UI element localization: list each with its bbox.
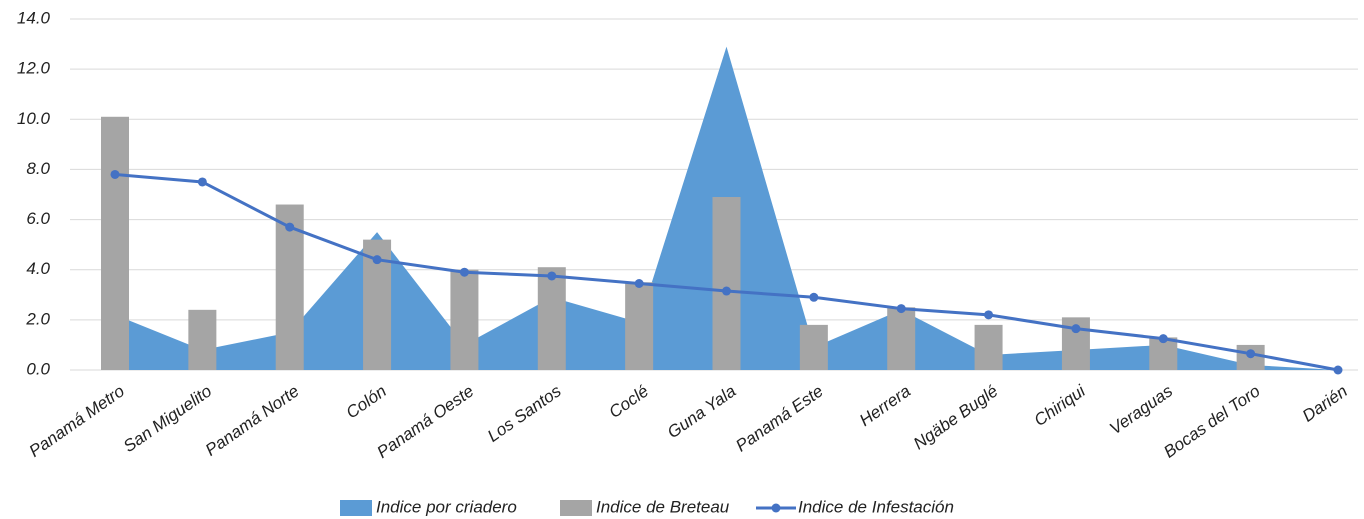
line-point — [1158, 334, 1168, 344]
y-tick-label: 0.0 — [26, 359, 50, 378]
x-tick-label: Ngäbe Buglé — [910, 381, 1001, 453]
bar — [101, 116, 129, 371]
bar — [974, 324, 1003, 370]
line-point — [634, 279, 644, 289]
line-point — [809, 292, 819, 302]
bar — [188, 309, 217, 370]
y-tick-label: 14.0 — [17, 8, 51, 27]
line-point — [285, 222, 295, 232]
x-tick-label: Chiriqui — [1031, 381, 1090, 430]
x-tick-label: Bocas del Toro — [1160, 381, 1263, 461]
legend-swatch — [560, 500, 592, 516]
y-tick-label: 6.0 — [26, 209, 50, 228]
line-point — [1333, 365, 1343, 375]
bar — [799, 324, 828, 370]
line-point — [984, 310, 994, 320]
line-point — [459, 267, 469, 277]
line-point — [1071, 324, 1081, 334]
legend-label: Indice de Infestación — [798, 497, 954, 516]
x-tick-label: Los Santos — [484, 381, 565, 446]
legend-label: Indice por criadero — [376, 497, 517, 516]
x-tick-label: Panamá Este — [732, 381, 827, 455]
bar — [450, 269, 479, 370]
x-tick-label: Herrera — [856, 381, 914, 430]
bar — [625, 282, 654, 370]
legend-label: Indice de Breteau — [596, 497, 730, 516]
x-tick-label: Panamá Norte — [202, 381, 303, 459]
y-tick-label: 4.0 — [26, 259, 50, 278]
line-point — [547, 271, 557, 281]
line-point — [896, 304, 906, 314]
x-tick-label: Guna Yala — [664, 381, 739, 442]
y-tick-label: 8.0 — [26, 159, 50, 178]
bar — [712, 197, 741, 370]
bar — [537, 267, 566, 370]
line-point — [110, 169, 120, 179]
line-point — [372, 255, 382, 265]
x-tick-label: Colón — [343, 381, 390, 422]
x-tick-label: Veraguas — [1106, 381, 1176, 438]
x-tick-label: Panamá Metro — [26, 381, 128, 461]
line-point — [1246, 349, 1256, 359]
y-tick-label: 2.0 — [25, 309, 50, 328]
legend-swatch — [340, 500, 372, 516]
x-tick-label: Darién — [1299, 381, 1351, 425]
y-tick-label: 10.0 — [17, 109, 51, 128]
y-tick-label: 12.0 — [17, 59, 51, 78]
line-point — [722, 286, 731, 296]
bar — [887, 307, 916, 370]
x-tick-label: Panamá Oeste — [374, 381, 478, 462]
x-tick-label: Coclé — [606, 381, 653, 421]
x-tick-label: San Miguelito — [120, 381, 215, 456]
line-point — [197, 177, 207, 187]
legend-point — [771, 503, 781, 513]
